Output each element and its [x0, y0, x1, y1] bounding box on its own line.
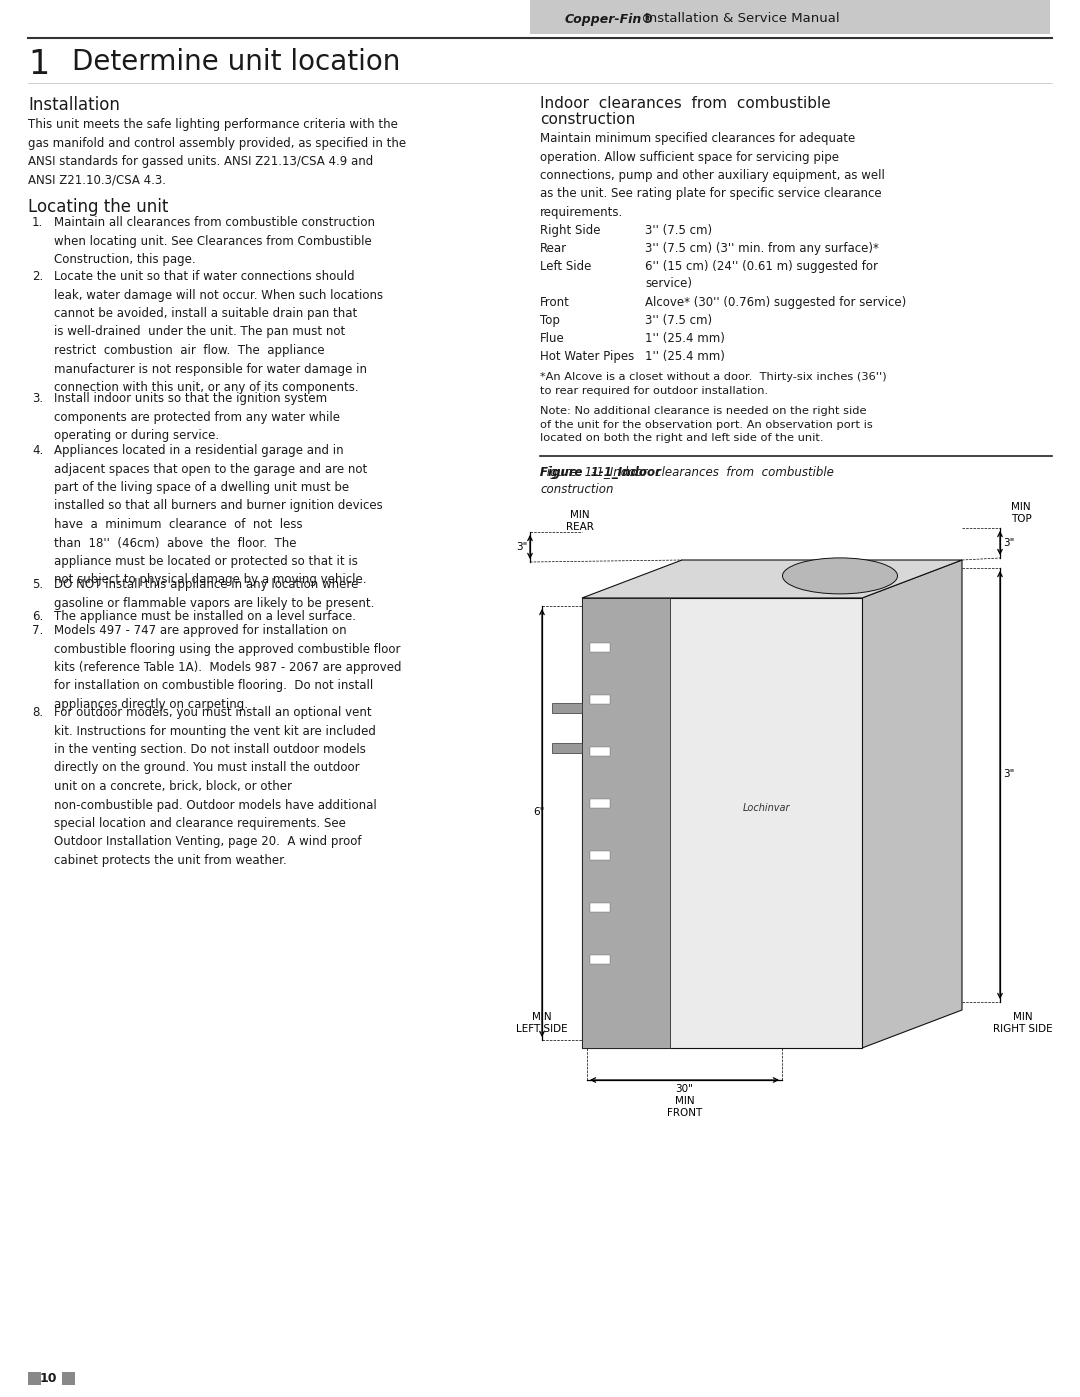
Text: Alcove* (30'' (0.76m) suggested for service): Alcove* (30'' (0.76m) suggested for serv…	[645, 296, 906, 309]
Text: construction: construction	[540, 112, 635, 127]
Text: 1'' (25.4 mm): 1'' (25.4 mm)	[645, 332, 725, 345]
Text: Top: Top	[540, 314, 559, 327]
Text: Right Side: Right Side	[540, 224, 600, 237]
Text: 30": 30"	[676, 1084, 693, 1094]
Text: RIGHT SIDE: RIGHT SIDE	[994, 1024, 1053, 1034]
Bar	[62, 1372, 75, 1384]
Polygon shape	[582, 598, 862, 1048]
Text: 7.: 7.	[32, 624, 43, 637]
Ellipse shape	[783, 557, 897, 594]
Text: Appliances located in a residential garage and in
adjacent spaces that open to t: Appliances located in a residential gara…	[54, 444, 382, 587]
Text: 6.: 6.	[32, 610, 43, 623]
Text: Installation: Installation	[28, 96, 120, 115]
Text: Rear: Rear	[540, 242, 567, 256]
Text: 3'' (7.5 cm): 3'' (7.5 cm)	[645, 314, 712, 327]
Text: 2.: 2.	[32, 270, 43, 284]
Bar	[590, 694, 610, 704]
Text: Installation & Service Manual: Installation & Service Manual	[645, 13, 839, 25]
Text: 1: 1	[28, 47, 50, 81]
Text: MIN: MIN	[570, 510, 590, 520]
Text: Install indoor units so that the ignition system
components are protected from a: Install indoor units so that the ignitio…	[54, 393, 340, 441]
Text: 6": 6"	[534, 807, 544, 817]
Text: REAR: REAR	[566, 522, 594, 532]
Bar	[590, 747, 610, 756]
Text: LEFT SIDE: LEFT SIDE	[516, 1024, 568, 1034]
Text: 5.: 5.	[32, 578, 43, 591]
Text: TOP: TOP	[1011, 514, 1031, 524]
Text: MIN: MIN	[532, 1011, 552, 1023]
Text: 3'' (7.5 cm) (3'' min. from any surface)*: 3'' (7.5 cm) (3'' min. from any surface)…	[645, 242, 879, 256]
Text: Maintain minimum specified clearances for adequate
operation. Allow sufficient s: Maintain minimum specified clearances fo…	[540, 131, 885, 219]
Bar	[28, 1372, 41, 1384]
Bar	[590, 799, 610, 807]
Bar	[590, 956, 610, 964]
Text: 1'' (25.4 mm): 1'' (25.4 mm)	[645, 351, 725, 363]
Text: Hot Water Pipes: Hot Water Pipes	[540, 351, 634, 363]
Text: 3.: 3.	[32, 393, 43, 405]
Text: Front: Front	[540, 296, 570, 309]
Text: Figure  1-1_Indoor  clearances  from  combustible
construction: Figure 1-1_Indoor clearances from combus…	[540, 467, 834, 496]
Text: 3": 3"	[1003, 768, 1014, 780]
Text: MIN: MIN	[1013, 1011, 1032, 1023]
Text: Determine unit location: Determine unit location	[72, 47, 401, 75]
Text: Flue: Flue	[540, 332, 565, 345]
Bar	[590, 851, 610, 861]
Text: 1.: 1.	[32, 217, 43, 229]
Text: Lochinvar: Lochinvar	[742, 803, 789, 813]
Text: Copper-Fin®: Copper-Fin®	[565, 13, 654, 25]
Text: 8.: 8.	[32, 705, 43, 719]
Text: 6'' (15 cm) (24'' (0.61 m) suggested for
service): 6'' (15 cm) (24'' (0.61 m) suggested for…	[645, 260, 878, 291]
Bar	[552, 743, 582, 753]
Text: The appliance must be installed on a level surface.: The appliance must be installed on a lev…	[54, 610, 356, 623]
Text: Indoor  clearances  from  combustible: Indoor clearances from combustible	[540, 96, 831, 110]
Text: This unit meets the safe lighting performance criteria with the
gas manifold and: This unit meets the safe lighting perfor…	[28, 117, 406, 187]
Text: MIN: MIN	[1011, 502, 1030, 511]
Text: 3'' (7.5 cm): 3'' (7.5 cm)	[645, 224, 712, 237]
Text: Models 497 - 747 are approved for installation on
combustible flooring using the: Models 497 - 747 are approved for instal…	[54, 624, 402, 711]
Text: DO NOT install this appliance in any location where
gasoline or flammable vapors: DO NOT install this appliance in any loc…	[54, 578, 375, 609]
Text: *An Alcove is a closet without a door.  Thirty-six inches (36'')
to rear require: *An Alcove is a closet without a door. T…	[540, 372, 887, 395]
Text: Figure  1-1_Indoor: Figure 1-1_Indoor	[540, 467, 670, 479]
Text: 3": 3"	[516, 542, 528, 552]
Bar	[590, 643, 610, 652]
Bar	[530, 0, 1050, 34]
Text: 4.: 4.	[32, 444, 43, 457]
Text: Locating the unit: Locating the unit	[28, 198, 168, 217]
Bar	[582, 598, 670, 1048]
Polygon shape	[582, 560, 962, 598]
Text: Note: No additional clearance is needed on the right side
of the unit for the ob: Note: No additional clearance is needed …	[540, 407, 873, 443]
Text: For outdoor models, you must install an optional vent
kit. Instructions for moun: For outdoor models, you must install an …	[54, 705, 377, 868]
Text: Locate the unit so that if water connections should
leak, water damage will not : Locate the unit so that if water connect…	[54, 270, 383, 394]
Text: 3": 3"	[1003, 538, 1014, 548]
Bar	[590, 902, 610, 912]
Text: 10: 10	[39, 1372, 57, 1384]
Text: Maintain all clearances from combustible construction
when locating unit. See Cl: Maintain all clearances from combustible…	[54, 217, 375, 265]
Text: Left Side: Left Side	[540, 260, 592, 272]
Bar	[552, 703, 582, 712]
Polygon shape	[862, 560, 962, 1048]
Text: FRONT: FRONT	[666, 1108, 702, 1118]
Text: MIN: MIN	[675, 1097, 694, 1106]
